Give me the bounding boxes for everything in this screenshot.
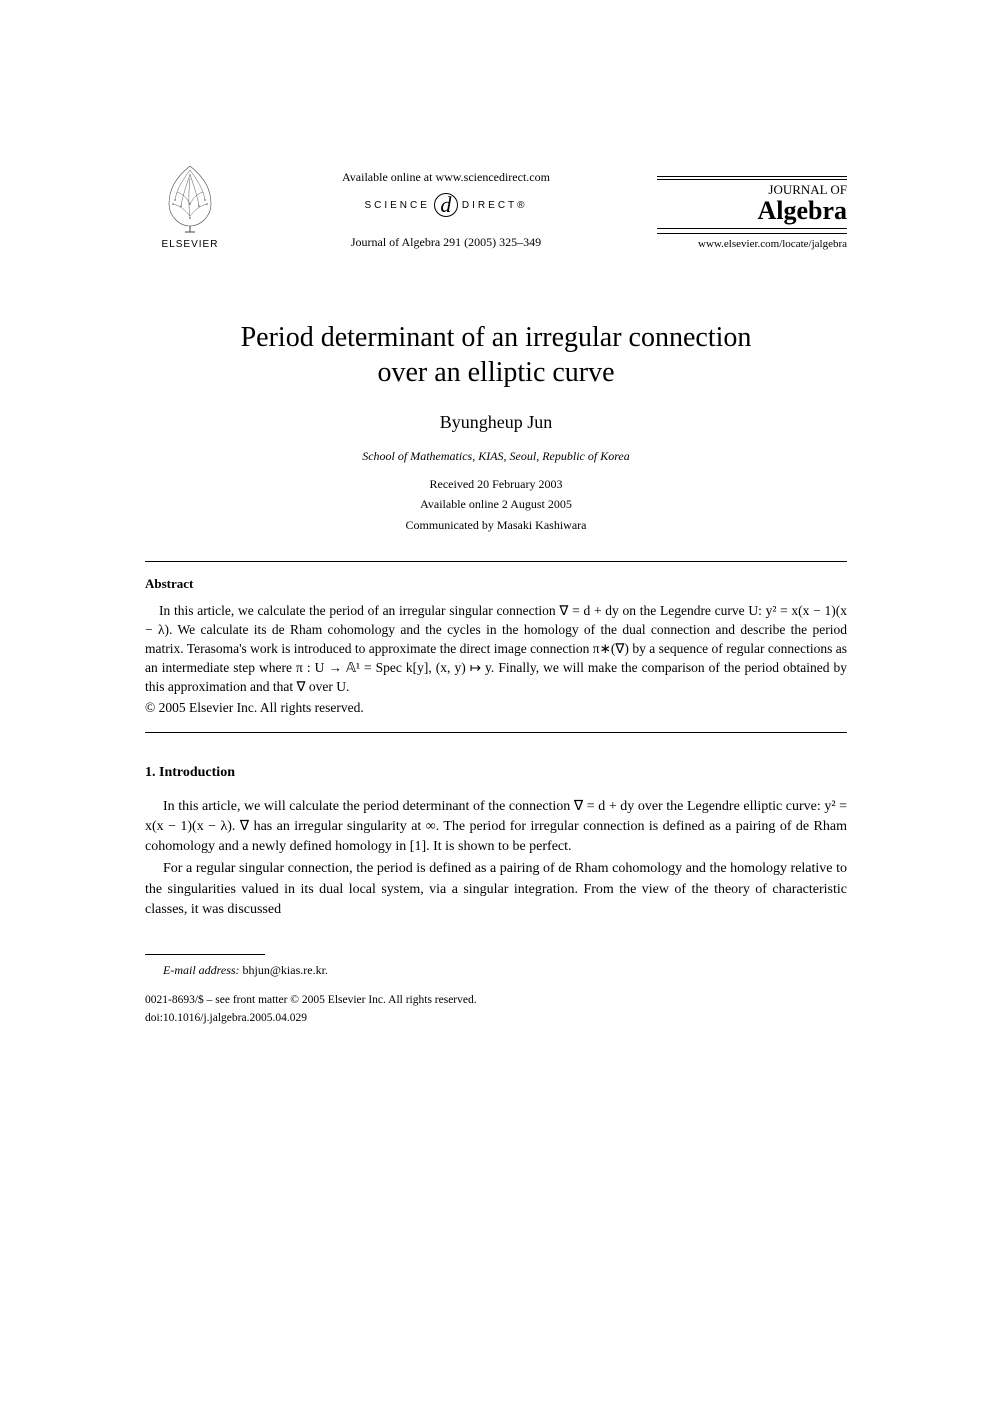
- abstract-copyright: © 2005 Elsevier Inc. All rights reserved…: [145, 699, 847, 718]
- title-line-1: Period determinant of an irregular conne…: [241, 322, 752, 353]
- available-date: Available online 2 August 2005: [420, 497, 572, 511]
- publisher-block: ELSEVIER: [145, 160, 235, 250]
- journal-citation: Journal of Algebra 291 (2005) 325–349: [245, 235, 647, 250]
- science-direct-logo: SCIENCE d DIRECT®: [245, 193, 647, 217]
- abstract-body: In this article, we calculate the period…: [145, 602, 847, 696]
- email-label: E-mail address:: [163, 963, 240, 977]
- email-line: E-mail address: bhjun@kias.re.kr.: [145, 963, 847, 978]
- elsevier-tree-icon: [155, 160, 225, 235]
- journal-block: JOURNAL OF Algebra www.elsevier.com/loca…: [657, 176, 847, 250]
- footnote-rule: [145, 954, 265, 955]
- section-1-heading: 1. Introduction: [145, 765, 847, 781]
- footer-copyright: 0021-8693/$ – see front matter © 2005 El…: [145, 994, 477, 1006]
- title-line-2: over an elliptic curve: [377, 357, 614, 388]
- abstract-heading: Abstract: [145, 576, 847, 592]
- center-header: Available online at www.sciencedirect.co…: [235, 170, 657, 250]
- science-direct-d-icon: d: [434, 193, 458, 217]
- divider: [145, 732, 847, 733]
- header: ELSEVIER Available online at www.science…: [145, 160, 847, 250]
- footer: 0021-8693/$ – see front matter © 2005 El…: [145, 992, 847, 1027]
- author-affiliation: School of Mathematics, KIAS, Seoul, Repu…: [145, 449, 847, 464]
- intro-paragraph-2: For a regular singular connection, the p…: [145, 859, 847, 920]
- divider: [145, 561, 847, 562]
- email-address: bhjun@kias.re.kr.: [240, 963, 328, 977]
- author-name: Byungheup Jun: [145, 412, 847, 433]
- article-dates: Received 20 February 2003 Available onli…: [145, 474, 847, 535]
- science-direct-right: DIRECT®: [462, 200, 528, 211]
- science-direct-left: SCIENCE: [364, 200, 429, 211]
- article-title: Period determinant of an irregular conne…: [145, 320, 847, 390]
- intro-paragraph-1: In this article, we will calculate the p…: [145, 797, 847, 858]
- page-container: ELSEVIER Available online at www.science…: [0, 0, 992, 1087]
- available-online-text: Available online at www.sciencedirect.co…: [245, 170, 647, 185]
- communicated-by: Communicated by Masaki Kashiwara: [406, 518, 587, 532]
- doi: doi:10.1016/j.jalgebra.2005.04.029: [145, 1012, 307, 1024]
- received-date: Received 20 February 2003: [430, 477, 563, 491]
- journal-url: www.elsevier.com/locate/jalgebra: [657, 233, 847, 250]
- journal-name: Algebra: [657, 196, 847, 226]
- publisher-name: ELSEVIER: [162, 239, 219, 250]
